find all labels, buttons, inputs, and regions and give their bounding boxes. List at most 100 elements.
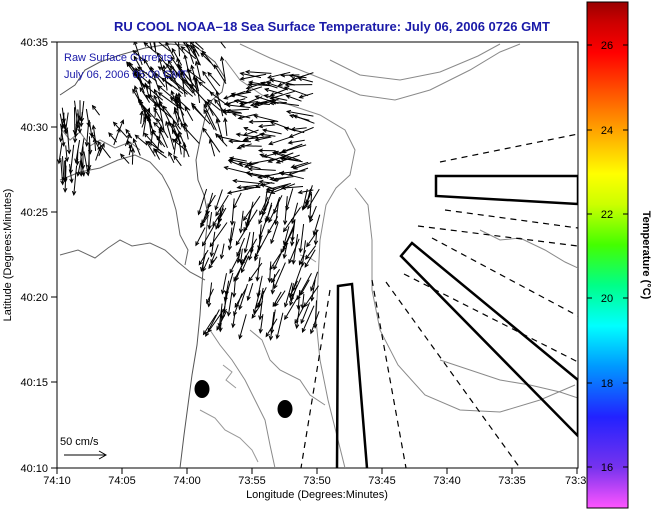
current-vector-head [252, 309, 258, 315]
current-vector-head [202, 70, 207, 76]
current-vector [207, 194, 216, 208]
current-vector [210, 231, 216, 257]
current-vector [132, 50, 148, 65]
current-vector-head [263, 94, 269, 99]
current-vector-head [209, 252, 215, 258]
y-tick-labels: 40:35 40:30 40:25 40:20 40:15 40:10 [20, 37, 48, 475]
current-vector-head [275, 159, 281, 164]
current-vector [154, 42, 157, 54]
current-vector [253, 290, 261, 314]
current-vector [193, 76, 198, 92]
current-vector-head [167, 59, 172, 65]
current-vector [246, 86, 263, 93]
survey-box [335, 282, 369, 468]
current-vector-head [63, 187, 68, 193]
x-tick-label: 73:50 [303, 475, 331, 487]
colorbar-tick-label: 20 [601, 293, 613, 305]
current-vector [303, 285, 320, 307]
current-vector-head [165, 42, 170, 47]
current-vector-head [182, 142, 187, 148]
current-vector-head [71, 190, 77, 197]
current-vector-head [198, 260, 203, 266]
current-vector [180, 46, 197, 60]
current-vector-head [162, 64, 167, 70]
current-vector [257, 275, 263, 297]
colorbar-tick-label: 18 [601, 378, 613, 390]
current-vector-head [119, 153, 125, 159]
current-vector-head [245, 85, 251, 90]
surface-current-vectors [57, 37, 321, 341]
current-vector [268, 195, 283, 223]
current-vector [248, 245, 254, 260]
current-vector [297, 289, 301, 309]
current-vector-head [218, 327, 223, 333]
current-vector-head [288, 133, 294, 138]
current-vector-head [143, 58, 148, 64]
current-vector [153, 95, 161, 111]
current-vector-head [92, 137, 98, 143]
current-vector-head [202, 127, 207, 133]
current-vector-head [153, 94, 158, 100]
current-vector [137, 98, 150, 116]
current-vector [171, 129, 181, 144]
current-vector-head [226, 311, 232, 317]
current-vector [174, 99, 185, 116]
current-vector [304, 249, 316, 268]
current-vector-head [247, 166, 253, 172]
current-vector [173, 138, 177, 155]
current-vector [126, 61, 142, 76]
current-vector [80, 157, 85, 176]
current-vector [274, 151, 301, 162]
current-vector-head [91, 133, 96, 139]
current-vector [75, 140, 81, 163]
current-vector [128, 144, 132, 156]
current-vector [185, 42, 195, 64]
current-vector [120, 153, 130, 164]
current-vector [270, 102, 287, 104]
current-vector-head [206, 302, 212, 308]
current-vector-head [206, 99, 212, 104]
current-vector [230, 157, 247, 162]
current-vector-head [97, 140, 102, 146]
mooring-marker [194, 380, 210, 398]
current-vector-head [181, 79, 187, 84]
current-vector [303, 191, 313, 209]
current-vector [309, 193, 313, 220]
x-tick-label: 73:55 [238, 475, 266, 487]
current-vector-head [153, 88, 158, 94]
current-vector [224, 166, 250, 174]
current-vector-head [203, 103, 208, 109]
current-vector-head [189, 37, 193, 41]
current-vector-head [215, 211, 220, 217]
current-vector-head [233, 99, 239, 104]
y-tick-label: 40:15 [20, 377, 48, 389]
current-vector-head [258, 315, 263, 321]
current-vector [283, 207, 301, 232]
bathymetry-contour [224, 59, 356, 468]
current-vector [156, 135, 166, 148]
current-vector [203, 314, 217, 335]
current-vector [265, 174, 279, 182]
current-vector [240, 248, 243, 263]
current-vector [269, 261, 272, 282]
current-vector [60, 123, 65, 146]
current-vector [219, 309, 223, 332]
current-vector-head [277, 82, 283, 87]
current-vector [266, 183, 291, 191]
y-tick-label: 40:35 [20, 37, 48, 49]
current-vector [149, 42, 153, 50]
current-vector [284, 282, 293, 307]
current-vector-head [267, 277, 272, 283]
current-vector [240, 210, 244, 233]
current-vector [186, 44, 197, 58]
current-vector-head [284, 315, 289, 321]
current-vector-head [226, 190, 233, 195]
current-vector-head [231, 292, 237, 298]
current-vector [202, 71, 219, 94]
current-vector [240, 72, 262, 79]
current-vector-head [223, 101, 229, 106]
current-vector-head [201, 50, 207, 56]
current-vector [60, 158, 64, 185]
current-vector-head [267, 158, 273, 163]
